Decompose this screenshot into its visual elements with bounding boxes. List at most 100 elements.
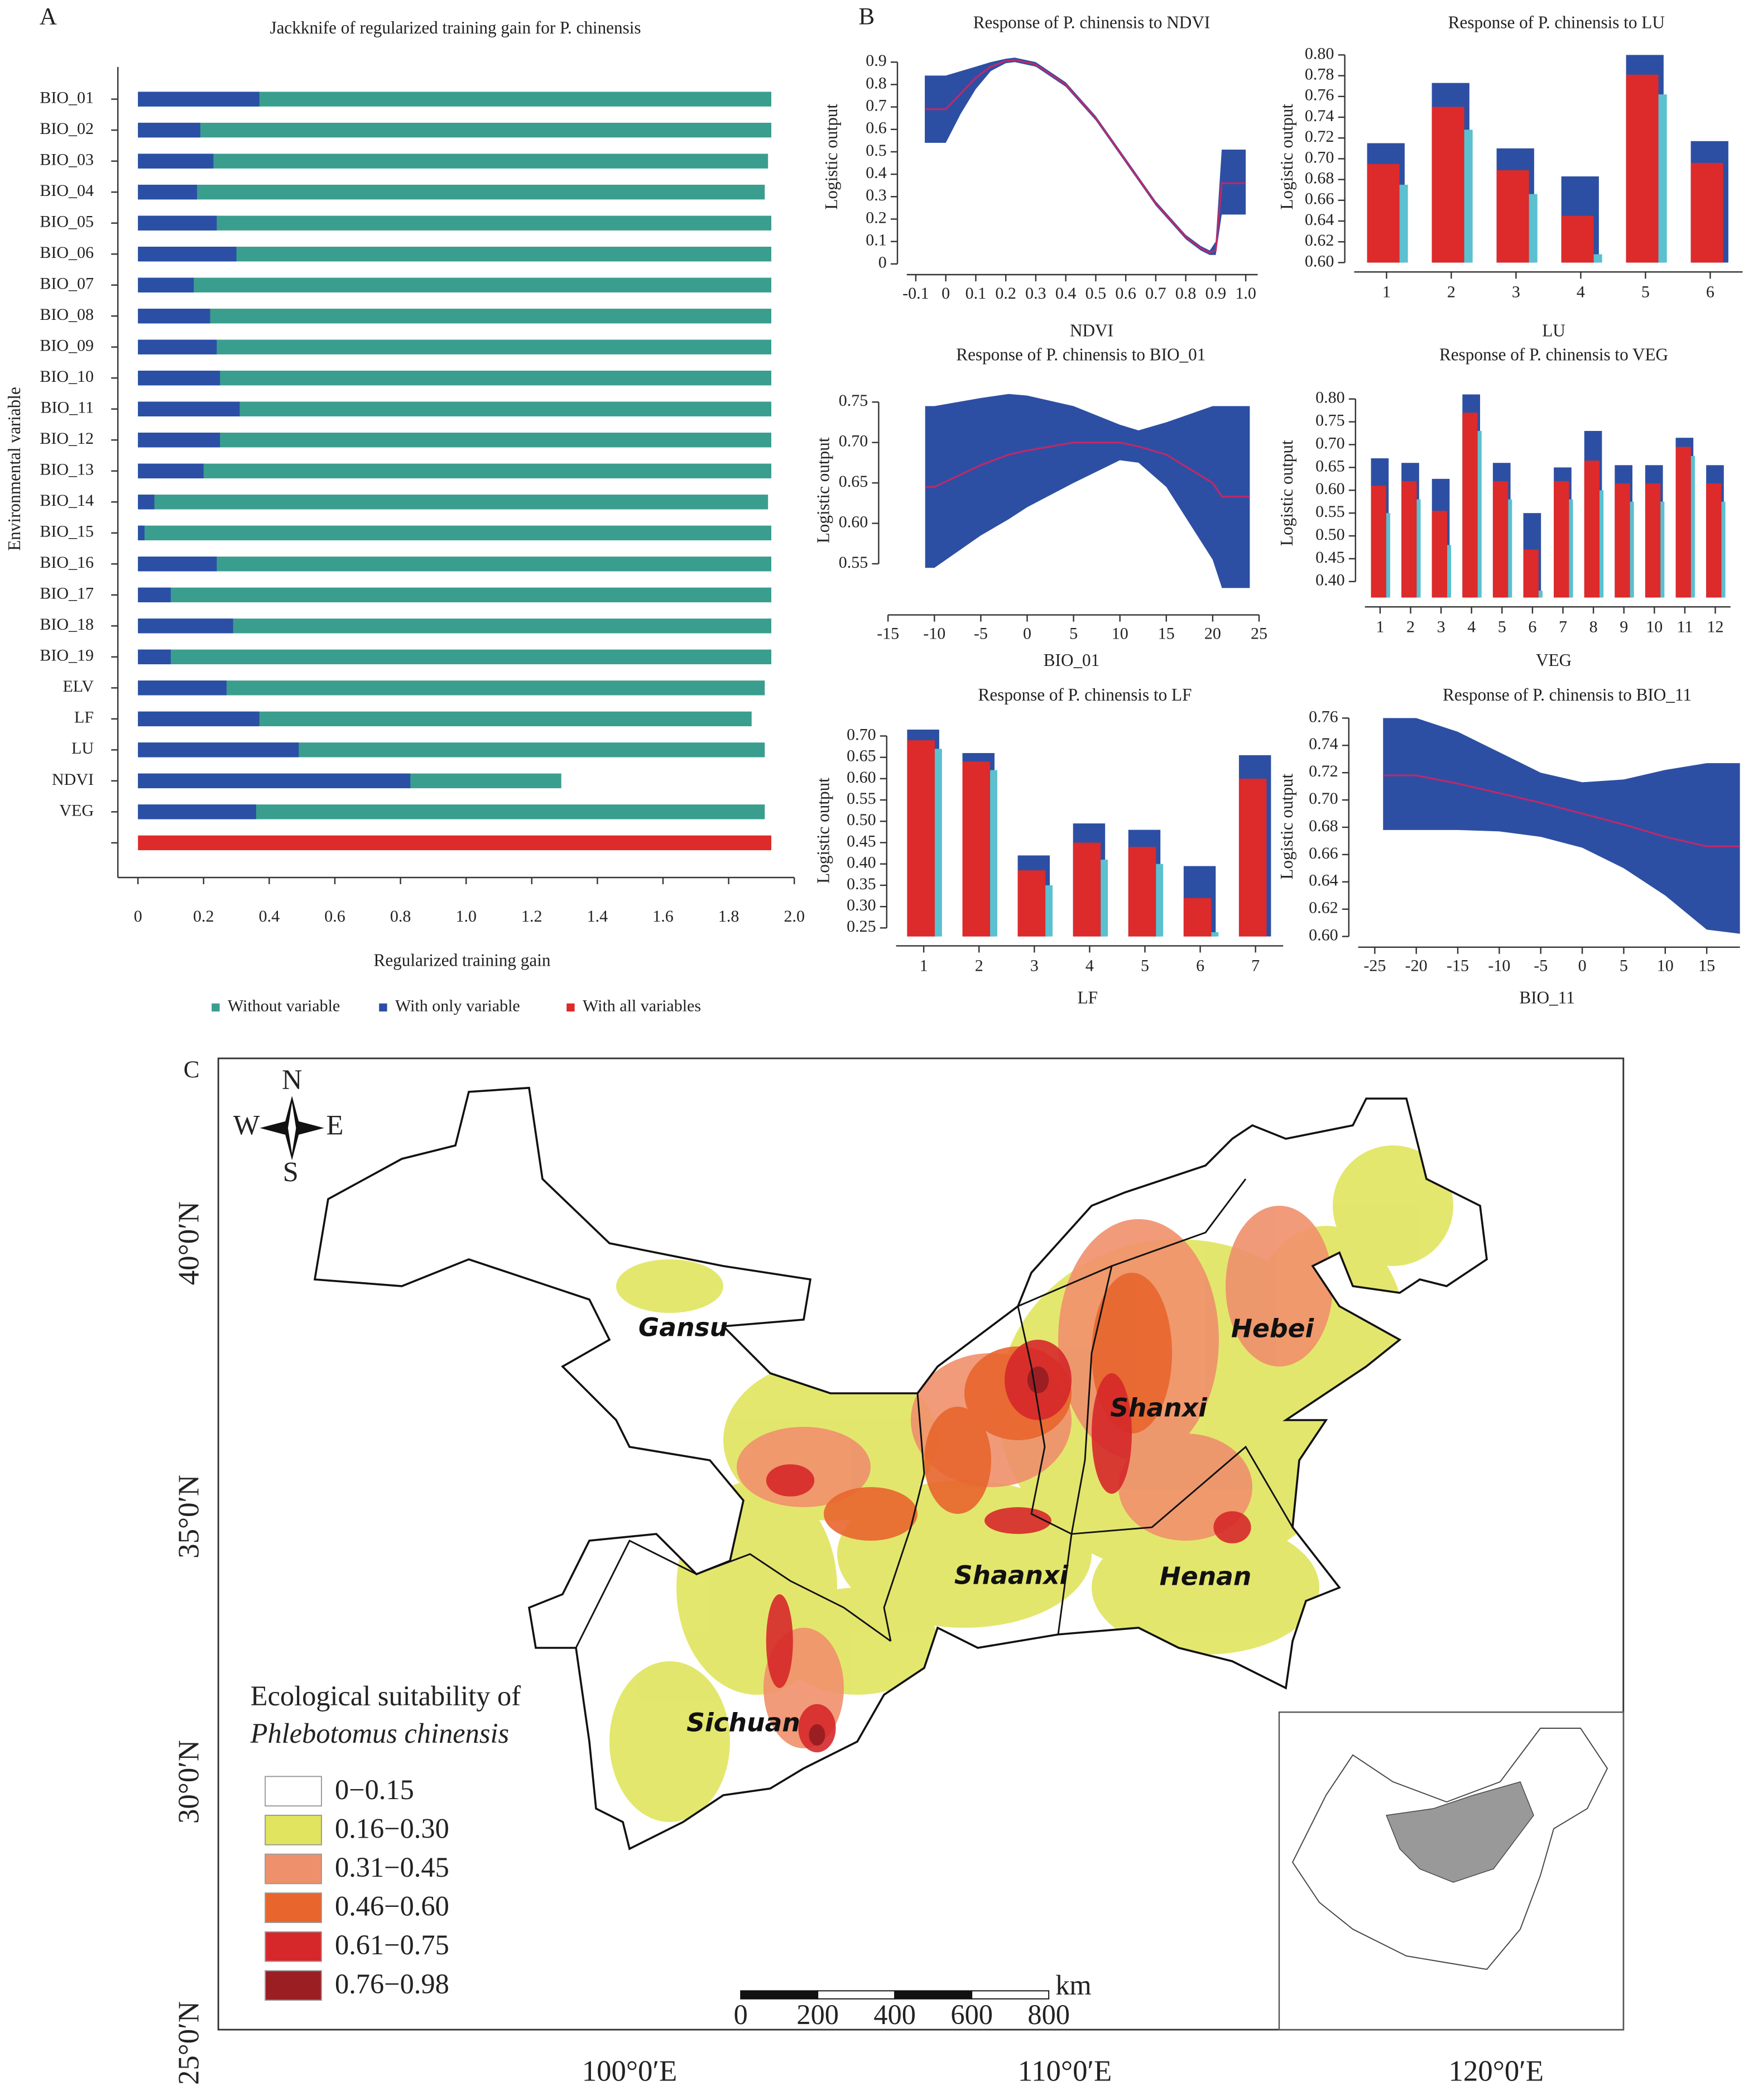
bar (1569, 499, 1573, 598)
bar (1211, 932, 1219, 937)
x-tick-label: 0.1 (966, 284, 987, 303)
x-tick-label: -0.1 (902, 284, 929, 303)
y-tick-label: 0.80 (1315, 389, 1345, 407)
y-tick-label: 0.80 (1305, 44, 1334, 63)
bar (138, 711, 260, 727)
scale-label: 0 (734, 1999, 748, 2030)
bar (990, 770, 997, 937)
bar (962, 761, 991, 937)
y-tick-label: 0.64 (1309, 871, 1338, 890)
y-axis-label: Logistic output (814, 778, 833, 884)
bar (138, 122, 200, 138)
y-axis-label: Logistic output (1277, 104, 1296, 210)
x-tick-label: 0.8 (390, 907, 411, 926)
bar (138, 401, 240, 416)
bar (1156, 864, 1164, 937)
bar (1238, 778, 1267, 937)
y-tick-label: BIO_07 (40, 275, 94, 293)
y-tick-label: 0.70 (847, 725, 876, 744)
region-label: Shaanxi (954, 1560, 1069, 1590)
x-tick-label: 8 (1589, 617, 1598, 636)
y-axis-label: Logistic output (1277, 440, 1296, 546)
y-tick-label: 0.65 (1315, 457, 1345, 475)
bar (1658, 94, 1667, 263)
scale-segment (971, 1990, 1050, 2000)
bar (138, 308, 210, 324)
bar (1675, 447, 1691, 598)
y-tick-label: BIO_02 (40, 119, 94, 138)
chart-title: Response of P. chinensis to LU (1448, 12, 1665, 32)
x-tick-label: 5 (1141, 957, 1149, 975)
bar (1045, 885, 1053, 937)
x-tick-label: 6 (1528, 617, 1536, 636)
legend-swatch (265, 1853, 322, 1885)
chart-title: Response of P. chinensis to LF (978, 685, 1192, 704)
y-tick-label: 0.25 (847, 917, 876, 936)
bar (138, 835, 772, 851)
y-tick-label: BIO_12 (40, 429, 94, 448)
legend-label: 0.76−0.98 (335, 1968, 449, 2000)
bar (138, 277, 194, 293)
bar (1017, 870, 1046, 937)
panel-label: B (858, 4, 875, 30)
x-tick-label: 10 (1657, 957, 1674, 975)
compass-label: S (283, 1156, 299, 1187)
x-tick-label: -5 (974, 624, 988, 643)
bar (1462, 413, 1478, 598)
legend-label: With only variable (395, 997, 520, 1015)
scale-label: 200 (796, 1999, 839, 2030)
x-tick-label: 2 (975, 957, 983, 975)
y-tick-label: 0.74 (1305, 107, 1334, 125)
legend-label: 0.46−0.60 (335, 1891, 449, 1922)
legend-label: 0.61−0.75 (335, 1929, 449, 1960)
compass-label: W (233, 1109, 260, 1140)
bar (138, 649, 171, 665)
legend-swatch (379, 1003, 387, 1011)
bar (1367, 164, 1400, 263)
x-tick-label: 0 (1023, 624, 1031, 643)
legend-swatch (265, 1776, 322, 1807)
bar (138, 557, 217, 572)
compass-label: E (326, 1109, 344, 1140)
y-tick-label: 0.3 (866, 186, 887, 204)
bar (1706, 483, 1722, 598)
bar (138, 495, 768, 510)
bar (138, 525, 772, 540)
y-tick-label: LF (74, 708, 94, 727)
confidence-band (925, 394, 1250, 588)
scale-label: 400 (873, 1999, 916, 2030)
chart-title: Response of P. chinensis to VEG (1439, 345, 1668, 365)
map-frame (217, 1057, 1625, 2031)
x-tick-label: 0.2 (995, 284, 1016, 303)
scale-segment (740, 1990, 819, 2000)
x-tick-label: 11 (1677, 617, 1693, 636)
x-tick-label: 7 (1559, 617, 1567, 636)
bar (138, 401, 772, 416)
y-tick-label: BIO_06 (40, 243, 94, 262)
x-tick-label: -10 (1488, 957, 1510, 975)
y-axis-label: Environmental variable (4, 387, 24, 551)
y-tick-label: BIO_19 (40, 646, 94, 665)
bar (138, 773, 411, 789)
inset-map (1278, 1711, 1624, 2031)
y-tick-label: 0.64 (1305, 210, 1334, 229)
x-tick-label: 2 (1447, 282, 1456, 301)
bar (138, 154, 768, 169)
compass (260, 1096, 324, 1161)
bar (1529, 194, 1538, 263)
lat-label: 35°0′N (172, 1475, 205, 1559)
x-axis-label: LU (1542, 320, 1565, 340)
bar (138, 463, 204, 478)
bar (1660, 501, 1665, 598)
bar (1432, 107, 1464, 263)
scale-label: 600 (950, 1999, 993, 2030)
x-tick-label: 1 (920, 957, 928, 975)
legend-label: With all variables (583, 997, 701, 1015)
lon-label: 120°0′E (1449, 2055, 1544, 2087)
panel-label: C (184, 1057, 200, 1083)
response-line (925, 442, 1250, 498)
y-tick-label: 0.55 (1315, 502, 1345, 521)
bar (138, 92, 260, 107)
x-axis-label: VEG (1536, 650, 1572, 670)
y-tick-label: BIO_16 (40, 553, 94, 572)
